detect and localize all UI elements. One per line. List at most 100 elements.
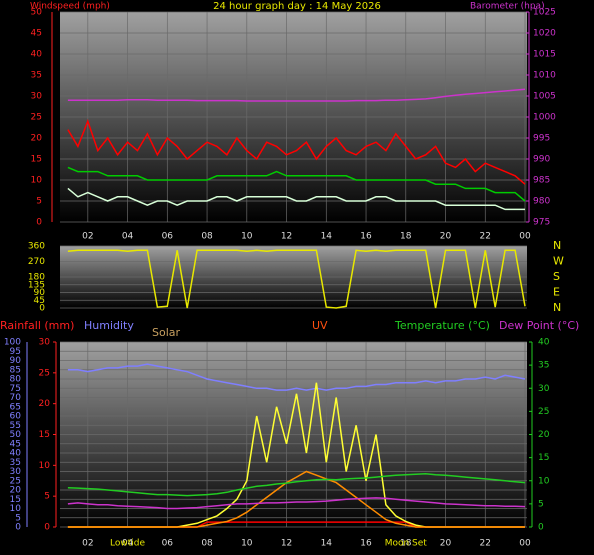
y-tick-label: 50 (10, 430, 22, 440)
x-tick-label: 16 (360, 232, 372, 242)
y-tick-label: 85 (10, 365, 21, 375)
x-tick-label: 08 (201, 539, 213, 549)
y2-tick-label: 990 (533, 155, 550, 165)
y-tick-label: 360 (28, 242, 45, 252)
y-tick-label: 70 (10, 393, 22, 403)
x-tick-label: 20 (440, 539, 452, 549)
y-tick-label: 35 (31, 71, 42, 81)
y2-tick-label: 10 (538, 476, 550, 486)
y-tick-label: 60 (10, 412, 22, 422)
x-tick-label: 14 (321, 539, 333, 549)
annotation: Moon Set (385, 539, 428, 549)
x-tick-label: 18 (400, 232, 412, 242)
series-line (67, 187, 525, 211)
x-tick-label: 10 (241, 539, 253, 549)
x-tick-label: 10 (241, 232, 253, 242)
y-tick-label: 45 (10, 439, 21, 449)
y2-tick-label: 1000 (533, 113, 556, 123)
y-tick-label: 10 (10, 504, 22, 514)
y3-tick-label: 0 (44, 523, 50, 533)
series-line (67, 470, 525, 528)
y2-tick-label: 15 (538, 453, 549, 463)
y-axis-label: Windspeed (mph) (30, 2, 110, 12)
series-line (67, 473, 526, 497)
y2-tick-label: 0 (538, 523, 544, 533)
x-tick-label: 04 (122, 539, 134, 549)
series-line (67, 363, 526, 391)
y-tick-label: 90 (34, 288, 46, 298)
y-tick-label: 180 (28, 273, 45, 283)
y3-tick-label: 25 (39, 368, 50, 378)
chart-title: 24 hour graph day : 14 May 2026 (213, 1, 381, 12)
series-line (67, 88, 526, 102)
y3-tick-label: 20 (39, 399, 51, 409)
y-tick-label: 75 (10, 384, 21, 394)
series-line (67, 166, 526, 202)
y-tick-label: 270 (28, 257, 45, 267)
y-tick-label: 10 (31, 176, 43, 186)
legend-label: Humidity (84, 319, 134, 332)
y2-tick-label: W (553, 255, 564, 268)
y-tick-label: 65 (10, 402, 21, 412)
y-tick-label: 0 (15, 523, 21, 533)
y-tick-label: 45 (31, 29, 42, 39)
y2-tick-label: S (553, 270, 560, 283)
y-tick-label: 90 (10, 356, 22, 366)
legend-label: Rainfall (mm) (0, 319, 74, 332)
x-tick-label: 02 (82, 232, 93, 242)
y-tick-label: 25 (31, 113, 42, 123)
x-tick-label: 22 (480, 539, 491, 549)
y2-tick-label: 1005 (533, 92, 556, 102)
series-line (67, 119, 526, 185)
y3-tick-label: 10 (39, 461, 51, 471)
y2-tick-label: 1010 (533, 71, 556, 81)
y2-tick-label: 975 (533, 218, 550, 228)
y3-tick-label: 15 (39, 430, 50, 440)
y2-tick-label: 985 (533, 176, 550, 186)
series-line (67, 249, 526, 309)
y-tick-label: 0 (36, 218, 42, 228)
y2-axis-label: Barometer (hpa) (470, 2, 545, 12)
y2-tick-label: 1015 (533, 50, 556, 60)
y2-tick-label: E (553, 286, 560, 299)
y-tick-label: 35 (10, 458, 21, 468)
y-tick-label: 40 (10, 449, 22, 459)
y-tick-label: 40 (31, 50, 43, 60)
y-tick-label: 20 (10, 486, 22, 496)
y2-tick-label: 25 (538, 407, 549, 417)
y2-tick-label: N (553, 301, 561, 314)
y-tick-label: 15 (10, 495, 21, 505)
y-tick-label: 95 (10, 347, 21, 357)
y2-tick-label: 980 (533, 197, 550, 207)
x-tick-label: 06 (162, 232, 174, 242)
x-tick-label: 12 (281, 232, 292, 242)
y-tick-label: 25 (10, 476, 21, 486)
legend-label: UV (312, 319, 328, 332)
x-tick-label: 00 (519, 539, 531, 549)
y2-tick-label: N (553, 239, 561, 252)
legend-label: Temperature (°C) (394, 319, 490, 332)
y2-tick-label: 1020 (533, 29, 556, 39)
y-tick-label: 5 (15, 513, 21, 523)
y2-tick-label: 995 (533, 134, 550, 144)
y-tick-label: 135 (28, 280, 45, 290)
annotation: Lowtide (110, 539, 145, 549)
legend-label: Dew Point (°C) (499, 319, 579, 332)
y-tick-label: 100 (4, 338, 21, 348)
legend-label: Solar (152, 326, 181, 339)
x-tick-label: 02 (82, 539, 93, 549)
x-tick-label: 12 (281, 539, 292, 549)
x-tick-label: 08 (201, 232, 213, 242)
y-tick-label: 30 (31, 92, 43, 102)
y2-tick-label: 5 (538, 499, 544, 509)
y2-tick-label: 1025 (533, 8, 556, 18)
x-tick-label: 16 (360, 539, 372, 549)
x-tick-label: 06 (162, 539, 174, 549)
y-tick-label: 45 (34, 296, 45, 306)
y3-tick-label: 30 (39, 338, 51, 348)
x-tick-label: 14 (321, 232, 333, 242)
x-tick-label: 20 (440, 232, 452, 242)
x-tick-label: 04 (122, 232, 134, 242)
series-line (67, 497, 526, 510)
x-tick-label: 22 (480, 232, 491, 242)
